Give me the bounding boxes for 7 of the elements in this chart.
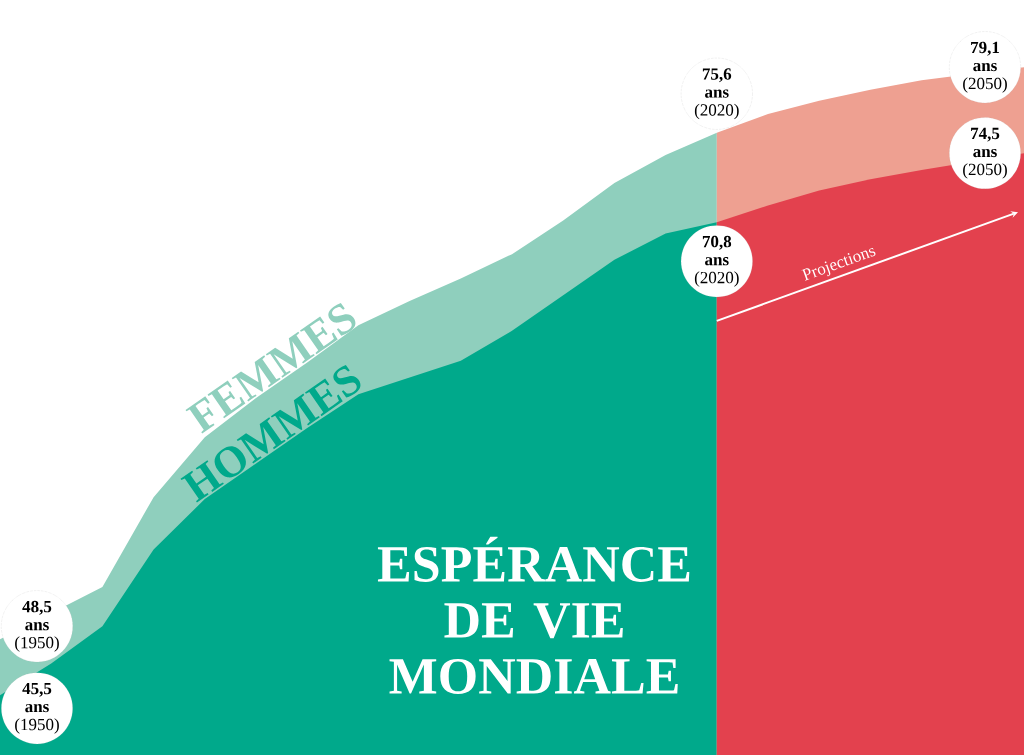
data-label: 48,5 ans (1950) xyxy=(15,600,59,652)
data-label: 45,5 ans (1950) xyxy=(15,682,59,734)
data-label: 70,8 ans (2020) xyxy=(694,235,739,287)
data-label: 79,1 ans (2050) xyxy=(963,41,1007,93)
data-label: 74,5 ans (2050) xyxy=(963,127,1007,179)
data-label: 75,6 ans (2020) xyxy=(694,68,739,120)
text: ESPÉRANCE DE VIE MONDIALE xyxy=(377,536,690,694)
